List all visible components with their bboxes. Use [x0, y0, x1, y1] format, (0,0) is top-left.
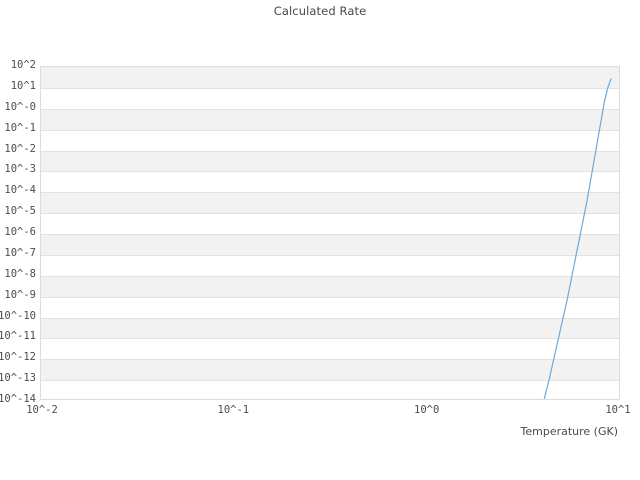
gridline [41, 88, 619, 89]
plot-band [41, 150, 619, 172]
y-axis-tick-label: 10^-4 [4, 184, 36, 197]
x-axis-label: Temperature (GK) [520, 425, 619, 438]
plot-band [41, 108, 619, 130]
gridline [41, 109, 619, 110]
plot-band [41, 275, 619, 297]
y-axis-tick-label: 10^-13 [0, 372, 36, 385]
plot-band [41, 67, 619, 88]
plot-band [41, 234, 619, 255]
gridline [41, 171, 619, 172]
gridline [41, 213, 619, 214]
plot-band [41, 317, 619, 339]
y-axis-tick-label: 10^2 [10, 59, 36, 71]
x-axis-tick-label: 10^0 [414, 404, 440, 416]
y-axis-tick-label: 10^-5 [4, 205, 36, 218]
plot-band [41, 359, 619, 381]
y-axis-tick-label: 10^-3 [4, 163, 36, 176]
x-axis-tick-label: 10^-1 [217, 404, 250, 416]
y-axis-tick-label: 10^-2 [4, 142, 36, 155]
gridline [41, 359, 619, 360]
gridline [41, 130, 619, 131]
y-axis-tick-label: 10^-6 [4, 226, 36, 238]
plot-area [40, 66, 620, 400]
gridline [41, 234, 619, 235]
y-axis-tick-label: 10^-9 [4, 288, 36, 301]
gridline [41, 318, 619, 319]
gridline [41, 297, 619, 298]
x-axis-tick-label: 10^1 [605, 404, 631, 416]
gridline [41, 255, 619, 256]
gridline [41, 380, 619, 381]
gridline [41, 192, 619, 193]
y-axis-tick-label: 10^-12 [0, 351, 36, 364]
gridline [41, 151, 619, 152]
series-line-calculated-rate [543, 78, 612, 399]
plot-band [41, 192, 619, 214]
y-axis-tick-label: 10^-11 [0, 330, 36, 343]
y-axis-tick-label: 10^-0 [4, 100, 36, 113]
y-axis-tick-label: 10^1 [10, 79, 36, 92]
chart-title: Calculated Rate [273, 4, 367, 18]
y-axis-tick-label: 10^-7 [4, 246, 36, 259]
y-axis-tick-label: 10^-10 [0, 309, 36, 322]
y-axis-tick-label: 10^-8 [4, 267, 36, 280]
y-axis-tick-label: 10^-14 [0, 393, 36, 405]
y-axis-tick-labels: 10^2 10^1 10^-0 10^-1 10^-2 10^-3 10^-4 10^-5 10… [0, 0, 36, 480]
y-axis-tick-label: 10^-1 [4, 121, 36, 134]
x-axis-tick-label: 10^-2 [26, 404, 58, 416]
gridline [41, 276, 619, 277]
gridline [41, 338, 619, 339]
